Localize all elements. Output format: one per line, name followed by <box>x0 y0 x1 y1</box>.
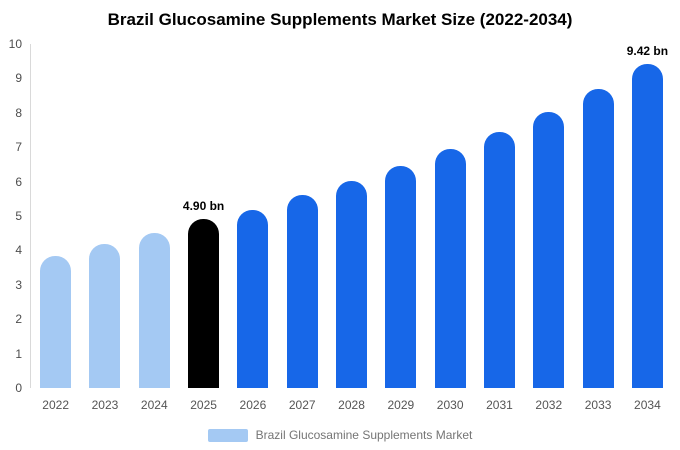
legend: Brazil Glucosamine Supplements Market <box>0 428 680 442</box>
bar-column-2023: 2023 <box>80 44 129 412</box>
legend-swatch <box>207 428 248 442</box>
bar-2034 <box>631 64 663 388</box>
bar-2025 <box>188 219 220 388</box>
x-axis-label-2022: 2022 <box>42 398 69 412</box>
bar-column-2025: 4.90 bn 2025 <box>179 44 228 412</box>
bar-value-label-2034: 9.42 bn <box>626 44 669 58</box>
bar-column-2028: 2028 <box>327 44 376 412</box>
y-tick-4: 4 <box>15 243 22 258</box>
bar-2033 <box>582 89 614 388</box>
y-tick-3: 3 <box>15 277 22 292</box>
y-tick-5: 5 <box>15 209 22 223</box>
bar-column-2024: 2024 <box>130 44 179 412</box>
bar-column-2032: 2032 <box>524 44 573 412</box>
bar-2031 <box>483 132 515 388</box>
y-tick-0: 0 <box>15 381 22 395</box>
y-tick-6: 6 <box>15 174 22 189</box>
x-axis-label-2031: 2031 <box>486 398 513 412</box>
bar-column-2031: 2031 <box>475 44 524 412</box>
x-axis-label-2027: 2027 <box>288 398 316 412</box>
bar-2032 <box>533 112 565 388</box>
x-axis-label-2026: 2026 <box>239 398 267 412</box>
x-axis-label-2032: 2032 <box>535 398 563 412</box>
x-axis-label-2030: 2030 <box>436 398 464 412</box>
bar-2026 <box>237 210 269 388</box>
bar-2024 <box>138 233 170 388</box>
bar-2022 <box>40 256 72 388</box>
bar-column-2027: 2027 <box>278 44 327 412</box>
y-tick-2: 2 <box>15 312 22 327</box>
y-tick-8: 8 <box>15 105 22 120</box>
bar-column-2033: 2033 <box>573 44 622 412</box>
bar-column-2026: 2026 <box>228 44 277 412</box>
bar-column-2029: 2029 <box>376 44 425 412</box>
bar-column-2022: 2022 <box>31 44 80 412</box>
y-tick-1: 1 <box>15 346 22 361</box>
bar-column-2034: 9.42 bn 2034 <box>623 44 672 412</box>
x-axis-label-2033: 2033 <box>584 398 612 412</box>
bar-series: 2022 2023 2024 4.90 bn 2025 2026 2027 2028 2029 2… <box>31 44 672 412</box>
bar-2029 <box>385 166 417 388</box>
x-axis-label-2025: 2025 <box>190 398 217 412</box>
legend-label: Brazil Glucosamine Supplements Market <box>255 428 473 442</box>
bar-2027 <box>286 195 318 388</box>
y-tick-9: 9 <box>15 71 22 86</box>
plot-area: 2022 2023 2024 4.90 bn 2025 2026 2027 2028 2029 2… <box>30 44 672 412</box>
bar-column-2030: 2030 <box>426 44 475 412</box>
y-tick-10: 10 <box>8 37 22 51</box>
y-axis: 0 1 2 3 4 5 6 7 8 9 10 <box>0 38 26 394</box>
bar-value-label-2025: 4.90 bn <box>182 199 225 213</box>
bar-2028 <box>336 181 368 388</box>
x-axis-label-2028: 2028 <box>338 398 365 412</box>
x-axis-label-2029: 2029 <box>387 398 415 412</box>
y-tick-7: 7 <box>15 140 22 155</box>
x-axis-label-2024: 2024 <box>140 398 168 412</box>
bar-2030 <box>434 149 466 388</box>
x-axis-label-2023: 2023 <box>91 398 119 412</box>
bar-2023 <box>89 244 121 388</box>
x-axis-label-2034: 2034 <box>634 398 661 412</box>
chart-title: Brazil Glucosamine Supplements Market Si… <box>107 10 573 29</box>
